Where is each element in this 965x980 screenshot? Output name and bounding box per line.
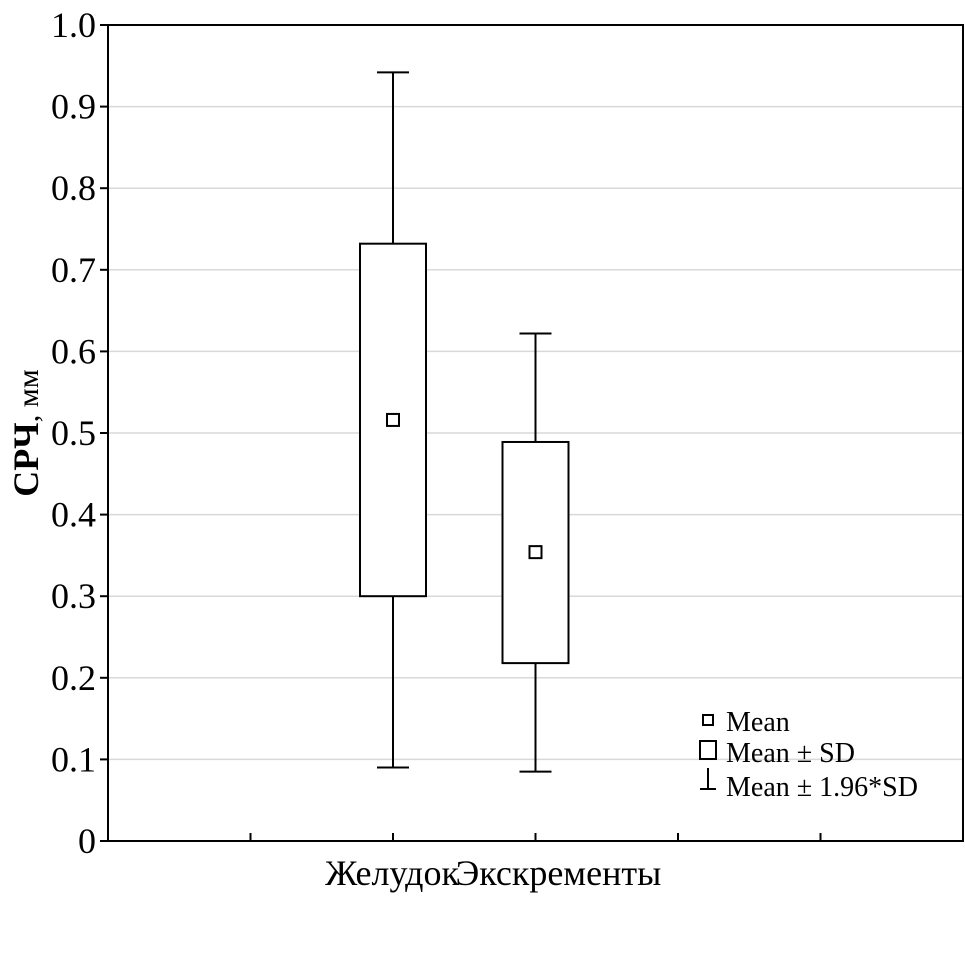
legend-whisker-label: Mean ± 1.96*SD	[726, 772, 918, 803]
x-category-label: Желудок	[325, 853, 459, 893]
mean-marker	[386, 412, 400, 427]
y-axis-label-main: СРЧ	[6, 422, 46, 496]
x-category-label: Экскременты	[456, 853, 662, 893]
y-axis-label: СРЧ, мм	[6, 369, 46, 496]
legend-sd-label: Mean ± SD	[726, 738, 855, 769]
legend-whisker-symbol	[700, 768, 716, 790]
boxes	[359, 71, 570, 773]
box-group	[359, 71, 427, 769]
y-tick-label: 0.9	[51, 87, 96, 127]
legend-sd-symbol	[699, 740, 717, 760]
y-tick-label: 1.0	[51, 5, 96, 45]
y-axis: 0 0.1 0.2 0.3 0.4 0.5 0.6 0.7 0.8 0.9 1.0	[51, 5, 108, 861]
y-tick-label: 0.3	[51, 576, 96, 616]
y-axis-label-unit: , мм	[12, 369, 45, 422]
y-tick-label: 0.2	[51, 658, 96, 698]
legend-mean-symbol	[702, 714, 714, 726]
x-axis-ticks	[249, 833, 822, 841]
y-tick-label: 0.6	[51, 331, 96, 371]
y-tick-label: 0.4	[51, 495, 96, 535]
legend: Mean Mean ± SD Mean ± 1.96*SD	[699, 707, 918, 803]
y-tick-label: 0	[78, 821, 96, 861]
legend-mean-label: Mean	[726, 707, 790, 738]
y-tick-label: 0.8	[51, 168, 96, 208]
y-tick-label: 0.7	[51, 250, 96, 290]
y-tick-label: 0.5	[51, 413, 96, 453]
sd-box	[359, 242, 427, 598]
box-group	[501, 332, 570, 773]
mean-marker	[528, 545, 543, 560]
y-tick-label: 0.1	[51, 739, 96, 779]
